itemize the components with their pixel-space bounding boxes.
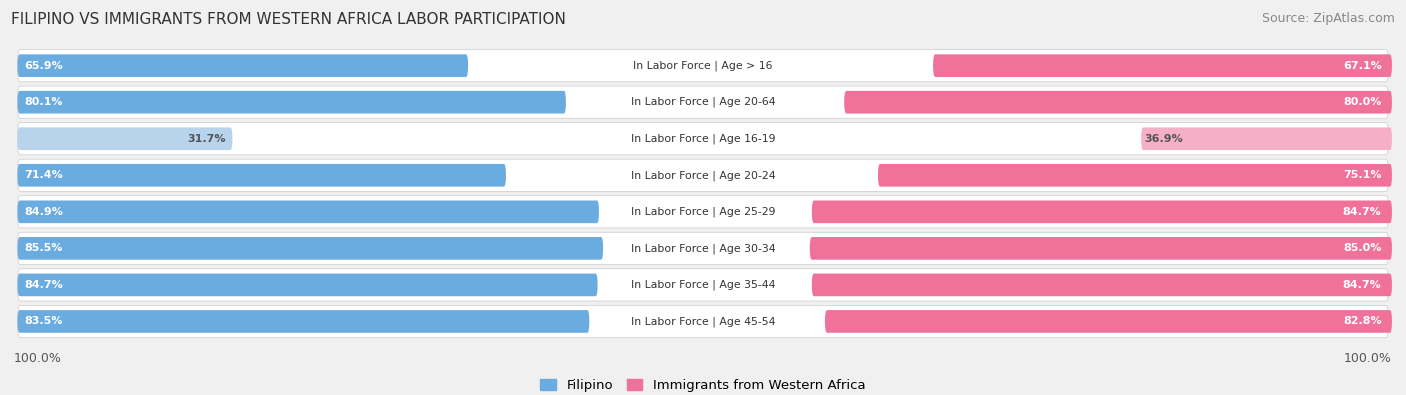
Text: 85.5%: 85.5% xyxy=(24,243,63,253)
FancyBboxPatch shape xyxy=(17,55,468,77)
Text: In Labor Force | Age 20-24: In Labor Force | Age 20-24 xyxy=(631,170,775,181)
Text: In Labor Force | Age 16-19: In Labor Force | Age 16-19 xyxy=(631,134,775,144)
FancyBboxPatch shape xyxy=(17,91,565,113)
Text: 65.9%: 65.9% xyxy=(24,61,63,71)
FancyBboxPatch shape xyxy=(934,55,1392,77)
FancyBboxPatch shape xyxy=(811,274,1392,296)
FancyBboxPatch shape xyxy=(17,201,599,223)
Text: 80.0%: 80.0% xyxy=(1343,97,1382,107)
Text: In Labor Force | Age 25-29: In Labor Force | Age 25-29 xyxy=(631,207,775,217)
Text: 84.7%: 84.7% xyxy=(24,280,63,290)
Text: 85.0%: 85.0% xyxy=(1343,243,1382,253)
FancyBboxPatch shape xyxy=(1142,128,1392,150)
Text: 80.1%: 80.1% xyxy=(24,97,63,107)
Text: 36.9%: 36.9% xyxy=(1144,134,1184,144)
FancyBboxPatch shape xyxy=(825,310,1392,333)
Text: 75.1%: 75.1% xyxy=(1343,170,1382,180)
FancyBboxPatch shape xyxy=(877,164,1392,186)
FancyBboxPatch shape xyxy=(17,232,1389,264)
FancyBboxPatch shape xyxy=(17,159,1389,191)
FancyBboxPatch shape xyxy=(17,269,1389,301)
Text: 100.0%: 100.0% xyxy=(14,352,62,365)
FancyBboxPatch shape xyxy=(17,237,603,260)
FancyBboxPatch shape xyxy=(17,305,1389,337)
Text: 100.0%: 100.0% xyxy=(1344,352,1392,365)
Text: FILIPINO VS IMMIGRANTS FROM WESTERN AFRICA LABOR PARTICIPATION: FILIPINO VS IMMIGRANTS FROM WESTERN AFRI… xyxy=(11,12,567,27)
Text: In Labor Force | Age 35-44: In Labor Force | Age 35-44 xyxy=(631,280,775,290)
Text: 67.1%: 67.1% xyxy=(1343,61,1382,71)
FancyBboxPatch shape xyxy=(17,164,506,186)
FancyBboxPatch shape xyxy=(844,91,1392,113)
FancyBboxPatch shape xyxy=(17,123,1389,155)
Text: 83.5%: 83.5% xyxy=(24,316,63,326)
FancyBboxPatch shape xyxy=(811,201,1392,223)
Text: In Labor Force | Age 30-34: In Labor Force | Age 30-34 xyxy=(631,243,775,254)
FancyBboxPatch shape xyxy=(810,237,1392,260)
Text: 84.9%: 84.9% xyxy=(24,207,63,217)
Text: 84.7%: 84.7% xyxy=(1343,207,1382,217)
FancyBboxPatch shape xyxy=(17,50,1389,82)
Text: In Labor Force | Age 20-64: In Labor Force | Age 20-64 xyxy=(631,97,775,107)
Text: Source: ZipAtlas.com: Source: ZipAtlas.com xyxy=(1261,12,1395,25)
Text: 82.8%: 82.8% xyxy=(1343,316,1382,326)
FancyBboxPatch shape xyxy=(17,86,1389,118)
Text: In Labor Force | Age > 16: In Labor Force | Age > 16 xyxy=(633,60,773,71)
Text: In Labor Force | Age 45-54: In Labor Force | Age 45-54 xyxy=(631,316,775,327)
Text: 71.4%: 71.4% xyxy=(24,170,63,180)
FancyBboxPatch shape xyxy=(17,274,598,296)
Legend: Filipino, Immigrants from Western Africa: Filipino, Immigrants from Western Africa xyxy=(536,374,870,395)
FancyBboxPatch shape xyxy=(17,310,589,333)
FancyBboxPatch shape xyxy=(17,128,232,150)
FancyBboxPatch shape xyxy=(17,196,1389,228)
Text: 31.7%: 31.7% xyxy=(187,134,225,144)
Text: 84.7%: 84.7% xyxy=(1343,280,1382,290)
